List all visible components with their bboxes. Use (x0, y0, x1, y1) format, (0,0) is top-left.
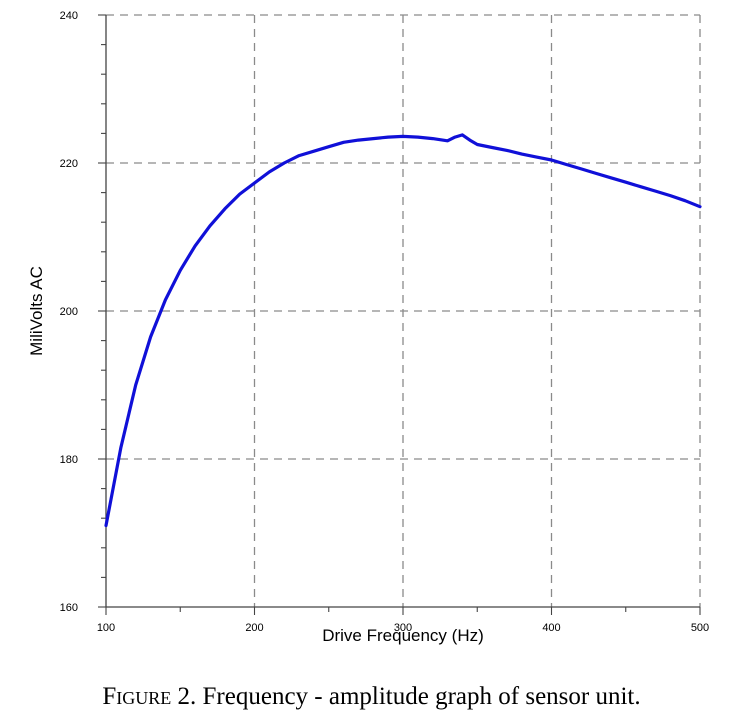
figure-label: Figure (102, 683, 172, 710)
series-layer (104, 133, 702, 528)
x-tick-label: 500 (691, 622, 709, 634)
axes (98, 14, 701, 615)
figure-caption: Figure 2. Frequency - amplitude graph of… (0, 683, 743, 711)
x-tick-label: 200 (245, 622, 263, 634)
y-axis-title: MiliVolts AC (27, 266, 46, 356)
x-axis-title: Drive Frequency (Hz) (322, 626, 484, 645)
y-tick-label: 200 (60, 306, 78, 318)
frequency-amplitude-chart: 100 200 300 400 500 160 180 200 220 240 Drive Fre… (27, 10, 710, 645)
x-tick-label: 400 (542, 622, 560, 634)
grid-lines (106, 14, 701, 607)
x-tick-label: 100 (97, 622, 115, 634)
y-tick-label: 240 (60, 10, 78, 22)
y-tick-label: 160 (60, 602, 78, 614)
series-line (104, 133, 702, 528)
y-tick-label: 180 (60, 454, 78, 466)
tick-labels: 100 200 300 400 500 160 180 200 220 240 (60, 10, 710, 634)
x-tick-label: 300 (394, 622, 412, 634)
figure-caption-text: 2. Frequency - amplitude graph of sensor… (171, 683, 641, 710)
y-tick-label: 220 (60, 158, 78, 170)
